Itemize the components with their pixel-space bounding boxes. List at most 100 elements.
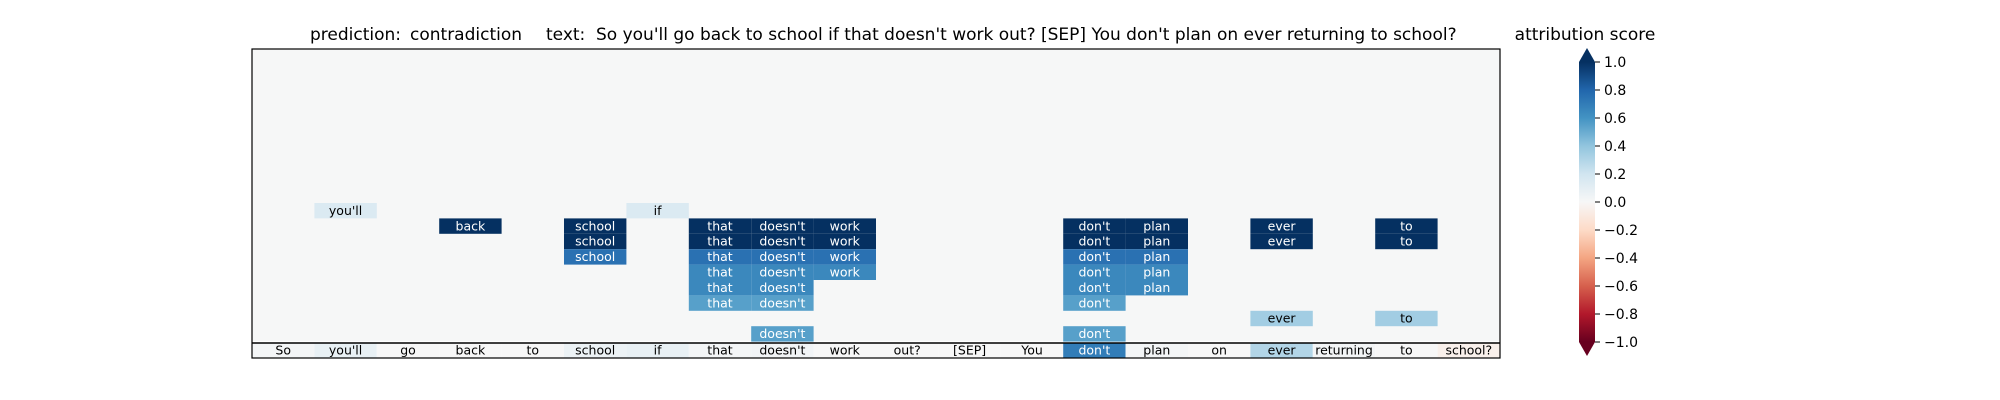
colorbar-bottom-extension <box>1579 342 1595 356</box>
prediction-value: contradiction <box>410 25 522 45</box>
token-cell <box>376 343 440 358</box>
attribution-cell <box>751 233 814 250</box>
attribution-cell-label: doesn't <box>759 249 805 264</box>
attribution-cell <box>564 249 627 265</box>
token-label: to <box>1400 343 1413 358</box>
prediction-label: prediction: <box>310 25 401 45</box>
attribution-cell <box>314 203 377 219</box>
token-row: So you'll go back to school if that doesn't work o… <box>252 343 1500 358</box>
token-label: school? <box>1445 343 1492 358</box>
token-cell <box>938 343 1001 358</box>
attribution-cell-label: doesn't <box>759 295 805 310</box>
attribution-cell <box>1250 310 1313 327</box>
attribution-cell-label: you'll <box>329 203 362 218</box>
colorbar-tick-label: −1.0 <box>1604 335 1638 351</box>
attribution-cell <box>751 249 814 265</box>
attribution-cell-label: that <box>707 249 732 264</box>
attribution-cell <box>1063 280 1126 296</box>
attribution-cell-label: don't <box>1078 280 1110 295</box>
attribution-cell-label: that <box>707 295 732 310</box>
token-cell <box>501 343 564 358</box>
attribution-cell <box>1250 233 1313 250</box>
attribution-cell <box>813 218 876 234</box>
token-cell <box>439 343 502 358</box>
token-label: So <box>275 343 291 358</box>
attribution-cell <box>1063 233 1126 250</box>
attribution-cell-label: doesn't <box>759 326 805 341</box>
token-label: doesn't <box>759 343 805 358</box>
attribution-cell <box>1250 218 1313 234</box>
attribution-cell <box>1063 264 1126 280</box>
attribution-cell <box>751 326 814 342</box>
token-cell <box>813 343 876 358</box>
attribution-cell-label: that <box>707 218 732 233</box>
attribution-cell <box>1063 295 1126 311</box>
attribution-cell-label: doesn't <box>759 280 805 295</box>
attribution-cell-label: doesn't <box>759 234 805 249</box>
text-label: text: <box>546 25 585 45</box>
colorbar-tick-label: −0.4 <box>1604 251 1638 267</box>
token-label: if <box>654 343 662 358</box>
attribution-cell-label: don't <box>1078 249 1110 264</box>
attribution-cells: you'll if back school that doesn't work don't pl… <box>314 203 1438 342</box>
token-label: you'll <box>329 343 362 358</box>
token-label: returning <box>1315 343 1373 358</box>
token-cell <box>1063 343 1126 358</box>
token-cell <box>1312 343 1376 358</box>
attribution-cell <box>1125 233 1188 250</box>
attribution-cell <box>1125 264 1188 280</box>
colorbar-tick-label: 1.0 <box>1604 55 1626 71</box>
token-label: school <box>575 343 615 358</box>
token-label: on <box>1211 343 1227 358</box>
token-label: to <box>527 343 540 358</box>
plot-area <box>252 49 1500 341</box>
attribution-cell-label: work <box>830 234 861 249</box>
colorbar-tick-label: 0.0 <box>1604 195 1626 211</box>
attribution-cell <box>751 264 814 280</box>
attribution-cell-label: plan <box>1143 265 1170 280</box>
token-label: You <box>1020 343 1043 358</box>
attribution-cell-label: school <box>575 234 615 249</box>
token-cell <box>564 343 627 358</box>
attribution-cell <box>1063 249 1126 265</box>
plot-frame <box>251 48 1501 359</box>
attribution-cell-label: doesn't <box>759 218 805 233</box>
attribution-cell <box>751 218 814 234</box>
colorbar-tick-label: 0.6 <box>1604 111 1626 127</box>
token-cell <box>876 343 939 358</box>
attribution-cell-label: doesn't <box>759 265 805 280</box>
attribution-cell-label: plan <box>1143 249 1170 264</box>
attribution-cell <box>1125 218 1188 234</box>
attribution-cell <box>688 295 752 311</box>
attribution-cell-label: school <box>575 249 615 264</box>
attribution-cell-label: don't <box>1078 218 1110 233</box>
attribution-cell <box>813 233 876 250</box>
attribution-cell-label: plan <box>1143 234 1170 249</box>
token-label: back <box>456 343 486 358</box>
attribution-cell-label: don't <box>1078 265 1110 280</box>
colorbar-tick-label: 0.4 <box>1604 139 1626 155</box>
attribution-cell-label: don't <box>1078 295 1110 310</box>
attribution-cell-label: to <box>1400 311 1413 326</box>
attribution-cell-label: that <box>707 265 732 280</box>
token-label: go <box>400 343 416 358</box>
token-cell <box>1437 343 1500 358</box>
attribution-cell-label: ever <box>1268 311 1297 326</box>
token-cell <box>751 343 814 358</box>
token-label: don't <box>1078 343 1110 358</box>
attribution-cell-label: don't <box>1078 326 1110 341</box>
attribution-cell <box>439 218 502 234</box>
attribution-cell <box>1125 249 1188 265</box>
colorbar-title: attribution score <box>1515 25 1656 45</box>
token-cell <box>252 343 315 358</box>
token-cell <box>1000 343 1064 358</box>
attribution-cell-label: back <box>456 218 486 233</box>
token-label: plan <box>1143 343 1170 358</box>
attribution-cell-label: if <box>654 203 662 218</box>
attribution-cell-label: work <box>830 249 861 264</box>
text-value: So you'll go back to school if that does… <box>596 25 1457 45</box>
colorbar-tick-label: −0.2 <box>1604 223 1638 239</box>
token-cell <box>1188 343 1251 358</box>
attribution-cell <box>564 218 627 234</box>
attribution-cell <box>1063 218 1126 234</box>
